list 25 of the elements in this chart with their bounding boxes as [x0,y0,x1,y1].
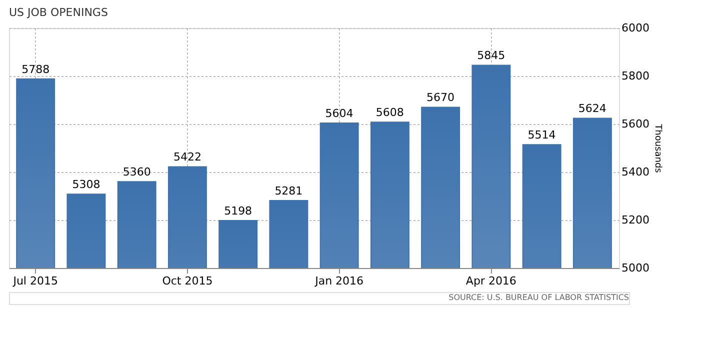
y-tick-label: 6000 [622,22,650,34]
data-label: 5514 [528,128,556,142]
data-label: 5281 [274,184,303,198]
chart-title: US JOB OPENINGS [9,6,108,19]
data-label: 5198 [224,204,252,218]
x-tick-label: Oct 2015 [162,274,213,288]
data-label: 5608 [376,106,404,120]
y-axis-title: Thousands [652,123,662,174]
data-label: 5670 [426,91,455,104]
x-tick-label: Jul 2015 [12,274,58,288]
data-label: 5624 [578,102,606,116]
y-tick-label: 5400 [622,166,650,178]
x-tick-label: Jan 2016 [314,274,364,288]
y-tick-label: 5000 [622,262,650,274]
x-tick-label: Apr 2016 [466,274,516,288]
data-label: 5845 [477,49,506,62]
data-label: 5788 [22,62,50,76]
data-label: 5308 [72,178,100,192]
data-label: 5360 [122,166,151,179]
y-tick-label: 5200 [622,214,650,226]
source-note: SOURCE: U.S. BUREAU OF LABOR STATISTICS [448,293,629,302]
data-label: 5422 [173,150,202,164]
y-tick-label: 5600 [622,118,650,130]
data-label: 5604 [325,107,354,120]
y-tick-label: 5800 [622,70,650,82]
